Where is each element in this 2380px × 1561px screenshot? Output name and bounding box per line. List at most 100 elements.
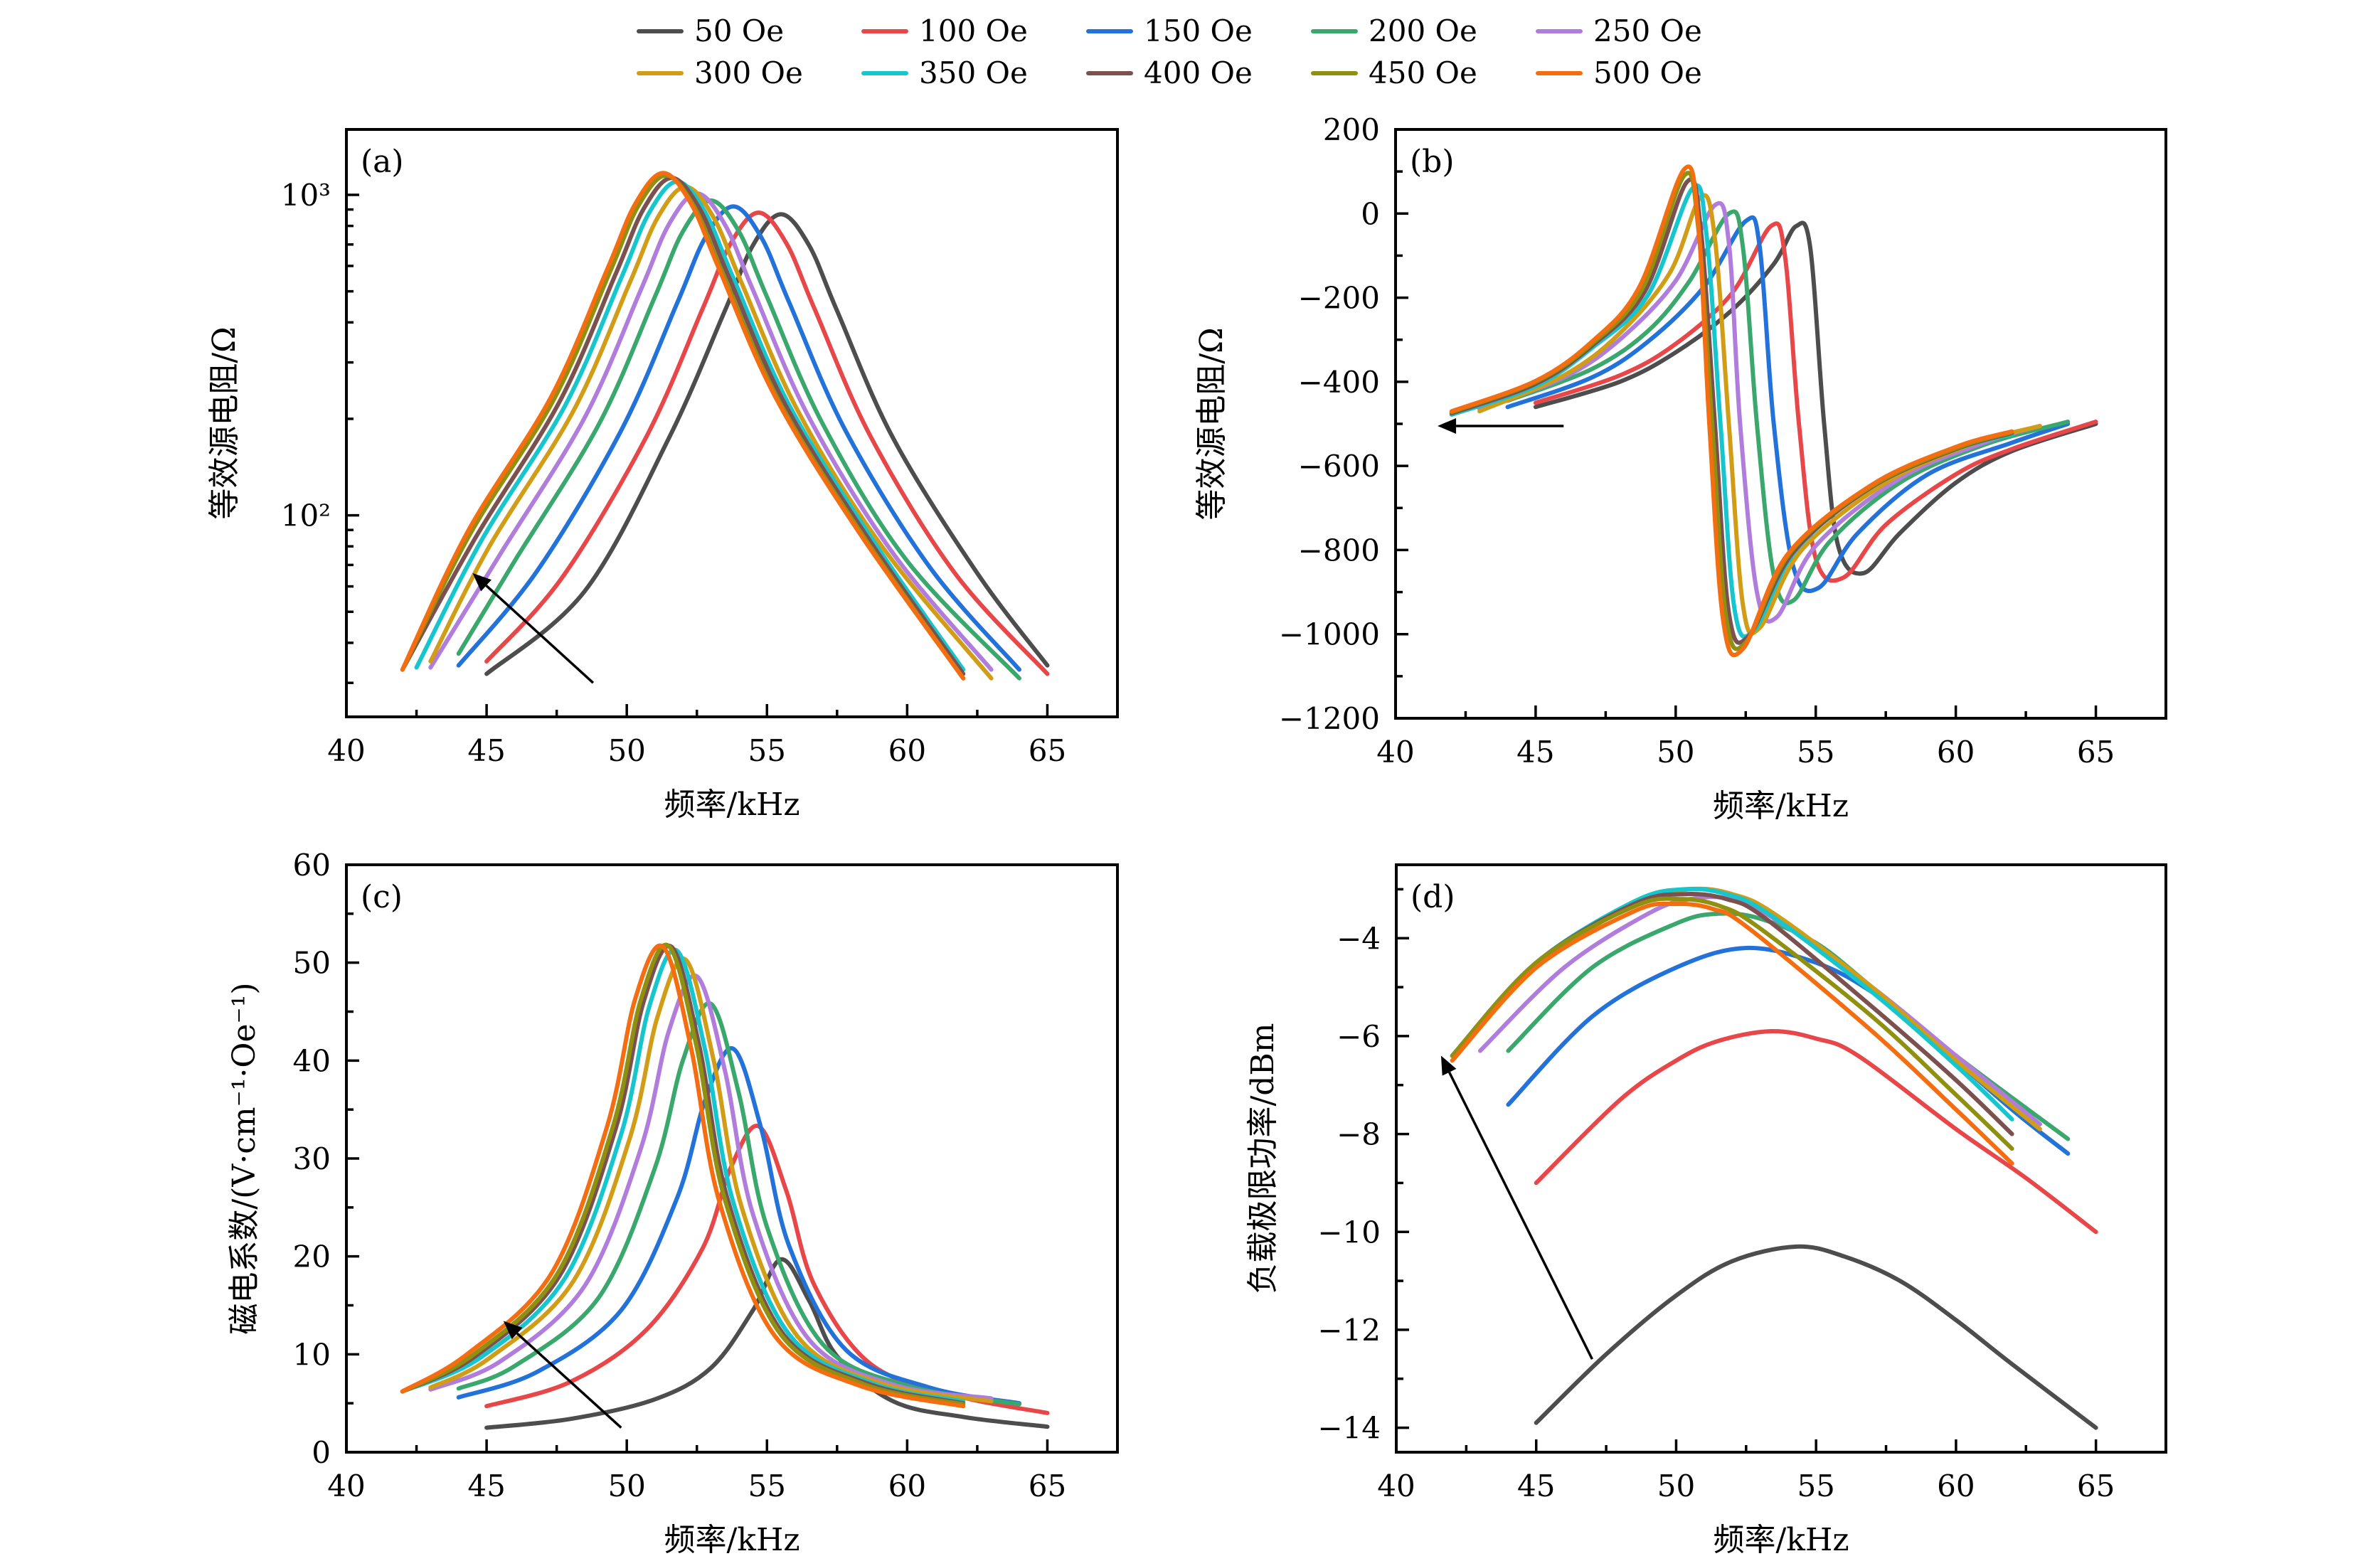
series-line-400-oe bbox=[400, 176, 966, 676]
series-line-250-oe bbox=[1477, 201, 2042, 624]
panel-label: (d) bbox=[1411, 879, 1455, 915]
y-tick-label: −200 bbox=[1298, 281, 1380, 316]
y-tick-label: −14 bbox=[1317, 1411, 1381, 1446]
x-tick-label: 55 bbox=[748, 1469, 786, 1503]
series-line-450-oe bbox=[400, 173, 966, 681]
x-tick-label: 40 bbox=[1376, 735, 1414, 769]
series-line-350-oe bbox=[400, 947, 966, 1404]
x-tick-label: 60 bbox=[888, 1469, 926, 1503]
trend-arrow bbox=[1440, 1055, 1593, 1360]
legend-label: 450 Oe bbox=[1369, 55, 1477, 90]
legend-item: 400 Oe bbox=[1086, 55, 1253, 90]
y-tick-label: −10 bbox=[1317, 1215, 1381, 1250]
legend-item: 50 Oe bbox=[637, 14, 784, 48]
series-line-100-oe bbox=[1534, 1028, 2098, 1235]
x-tick-label: 50 bbox=[607, 1469, 645, 1503]
legend-label: 200 Oe bbox=[1369, 14, 1477, 48]
y-tick-label: 200 bbox=[1323, 112, 1380, 147]
series-line-500-oe bbox=[400, 943, 966, 1409]
x-axis-title: 频率/kHz bbox=[1713, 788, 1849, 824]
x-tick-label: 45 bbox=[467, 1469, 505, 1503]
legend-label: 250 Oe bbox=[1593, 14, 1702, 48]
legend-label: 100 Oe bbox=[919, 14, 1028, 48]
y-tick-label: −400 bbox=[1298, 365, 1380, 400]
panel-c: 40 45 50 55 60 65 0 10 20 30 40 50 60 (c) 频率/kHz 磁电系数/(… bbox=[226, 848, 1119, 1558]
x-tick-label: 60 bbox=[888, 733, 926, 768]
series-line-500-oe bbox=[1450, 901, 2014, 1166]
y-tick-label: 50 bbox=[293, 946, 331, 981]
series-line-200-oe bbox=[456, 198, 1021, 681]
x-tick-label: 50 bbox=[1657, 735, 1694, 769]
panel-a: 40 45 50 55 60 65 10² 10³ (a) 频率/kHz 等效源电阻/Ω bbox=[206, 128, 1119, 823]
y-tick-label: 0 bbox=[1361, 196, 1380, 231]
series-line-150-oe bbox=[1505, 215, 2071, 594]
plot-frame bbox=[1394, 128, 2167, 720]
legend-item: 200 Oe bbox=[1311, 14, 1477, 48]
arrow-head bbox=[1440, 1055, 1457, 1076]
series-line-100-oe bbox=[1533, 221, 2098, 583]
series-group bbox=[1449, 164, 2098, 658]
series-line-400-oe bbox=[1450, 892, 2014, 1136]
panel-b: 40 45 50 55 60 65 200 0 −200 −400 −600 −800 −1000 −12… bbox=[1194, 112, 2167, 824]
series-line-450-oe bbox=[400, 942, 966, 1407]
y-tick-label: 10³ bbox=[281, 178, 331, 213]
y-tick-label: 20 bbox=[293, 1240, 331, 1274]
x-tick-label: 50 bbox=[1657, 1469, 1695, 1503]
x-tick-label: 65 bbox=[2077, 735, 2115, 769]
trend-arrow bbox=[1438, 417, 1564, 434]
x-tick-label: 50 bbox=[607, 733, 645, 768]
series-line-200-oe bbox=[456, 1001, 1021, 1407]
plot-frame bbox=[345, 863, 1119, 1454]
series-line-150-oe bbox=[456, 1046, 1021, 1406]
x-axis-title: 频率/kHz bbox=[1713, 1522, 1849, 1558]
legend-label: 500 Oe bbox=[1593, 55, 1702, 90]
x-tick-label: 60 bbox=[1937, 1469, 1975, 1503]
x-tick-label: 65 bbox=[1029, 733, 1066, 768]
y-tick-label: −4 bbox=[1337, 921, 1381, 956]
legend-label: 350 Oe bbox=[919, 55, 1028, 90]
series-line-50-oe bbox=[484, 1257, 1050, 1430]
series-group bbox=[400, 171, 1050, 681]
x-tick-label: 55 bbox=[1797, 1469, 1834, 1503]
x-tick-label: 40 bbox=[327, 733, 365, 768]
x-axis-title: 频率/kHz bbox=[664, 1522, 799, 1558]
y-tick-label: −12 bbox=[1317, 1313, 1381, 1348]
series-line-250-oe bbox=[428, 973, 994, 1401]
y-tick-label: 40 bbox=[293, 1043, 331, 1078]
x-tick-label: 45 bbox=[1517, 1469, 1555, 1503]
trend-arrow bbox=[503, 1321, 622, 1429]
y-tick-label: −600 bbox=[1298, 449, 1380, 484]
series-line-300-oe bbox=[428, 957, 994, 1404]
legend-label: 300 Oe bbox=[694, 55, 803, 90]
legend-item: 350 Oe bbox=[861, 55, 1028, 90]
y-axis-title: 等效源电阻/Ω bbox=[206, 326, 243, 519]
series-line-200-oe bbox=[1505, 209, 2071, 605]
trend-arrow bbox=[472, 572, 595, 684]
y-tick-label: 10 bbox=[293, 1337, 331, 1372]
x-tick-label: 40 bbox=[1377, 1469, 1415, 1503]
legend-item: 250 Oe bbox=[1536, 14, 1702, 48]
y-tick-label: −1200 bbox=[1279, 701, 1380, 736]
legend-item: 100 Oe bbox=[861, 14, 1028, 48]
series-line-100-oe bbox=[484, 211, 1050, 676]
panel-label: (a) bbox=[361, 144, 404, 180]
arrow-head bbox=[472, 572, 492, 592]
x-tick-label: 65 bbox=[2077, 1469, 2115, 1503]
x-tick-label: 40 bbox=[327, 1469, 365, 1503]
y-tick-label: 30 bbox=[293, 1141, 331, 1176]
legend-label: 50 Oe bbox=[694, 14, 784, 48]
series-line-50-oe bbox=[1534, 1244, 2098, 1430]
series-line-50-oe bbox=[1533, 220, 2098, 576]
series-line-500-oe bbox=[400, 171, 966, 681]
x-tick-label: 65 bbox=[1029, 1469, 1066, 1503]
legend-item: 150 Oe bbox=[1086, 14, 1253, 48]
x-tick-label: 60 bbox=[1937, 735, 1975, 769]
legend: 50 Oe 100 Oe 150 Oe 200 Oe 250 Oe 300 Oe 350 O… bbox=[637, 14, 1702, 90]
y-tick-label: −8 bbox=[1337, 1117, 1381, 1152]
x-tick-label: 45 bbox=[1516, 735, 1554, 769]
y-axis-title: 负载极限功率/dBm bbox=[1245, 1023, 1281, 1294]
plot-frame bbox=[345, 128, 1119, 718]
x-tick-label: 45 bbox=[467, 733, 505, 768]
plot-frame bbox=[1395, 863, 2167, 1454]
